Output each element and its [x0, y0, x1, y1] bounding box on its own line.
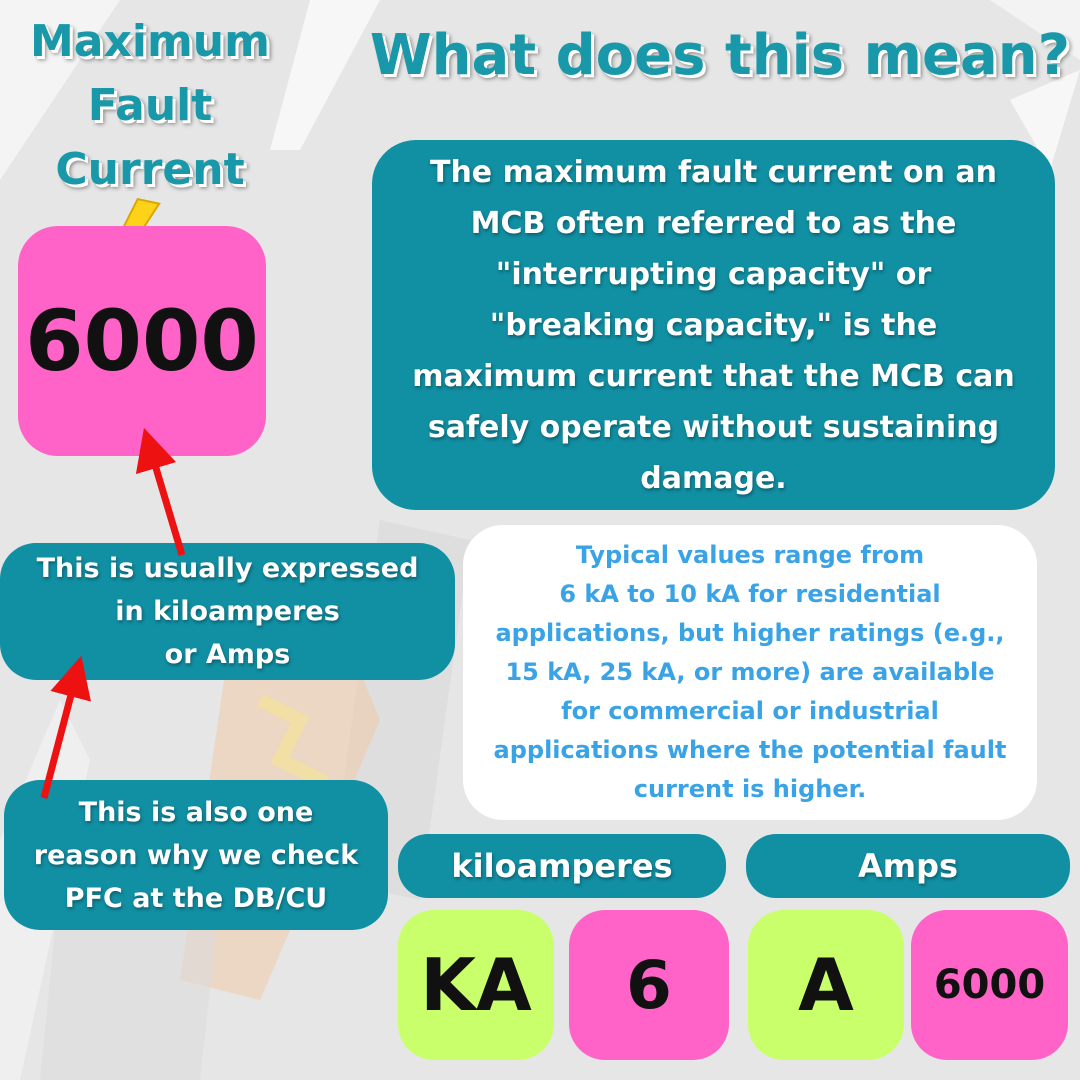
typical-line: 15 kA, 25 kA, or more) are available	[505, 658, 995, 686]
definition-line: The maximum fault current on an	[429, 154, 998, 190]
pfc-check-note: This is also one reason why we check PFC…	[4, 780, 388, 930]
definition-line: safely operate without sustaining	[427, 409, 1000, 445]
typical-line: Typical values range from	[575, 541, 925, 569]
note-line: or Amps	[164, 639, 291, 670]
typical-line: 6 kA to 10 kA for residential	[559, 580, 941, 608]
typical-line: applications, but higher ratings (e.g.,	[495, 619, 1005, 647]
kiloamperes-value-box: 6	[569, 910, 729, 1060]
amps-value: 6000	[933, 962, 1046, 1008]
fault-current-value: 6000	[25, 292, 259, 390]
note-line: This is usually expressed	[36, 553, 419, 584]
left-title-line: Current	[55, 144, 245, 195]
left-title-line: Maximum	[30, 16, 270, 67]
note-line: reason why we check	[33, 839, 359, 871]
definition-line: "interrupting capacity" or	[495, 256, 932, 292]
amps-label: Amps	[746, 834, 1070, 898]
typical-line: applications where the potential fault	[493, 736, 1007, 764]
expressed-units-note: This is usually expressed in kiloamperes…	[0, 543, 455, 680]
amps-symbol-box: A	[748, 910, 904, 1060]
kiloamperes-symbol-box: KA	[398, 910, 554, 1060]
kiloamperes-value: 6	[626, 946, 672, 1024]
typical-line: current is higher.	[633, 775, 867, 803]
left-title-line: Fault	[87, 80, 213, 131]
typical-values-box: Typical values range from 6 kA to 10 kA …	[463, 525, 1037, 820]
amps-symbol: A	[798, 943, 854, 1027]
kiloamperes-symbol: KA	[420, 943, 532, 1027]
page-title: What does this mean?	[369, 23, 1071, 88]
note-line: in kiloamperes	[115, 596, 340, 627]
note-line: PFC at the DB/CU	[64, 882, 328, 914]
definition-line: MCB often referred to as the	[470, 205, 957, 241]
typical-line: for commercial or industrial	[561, 697, 939, 725]
left-title: Maximum Fault Current	[0, 10, 300, 202]
fault-current-value-box: 6000	[18, 226, 266, 456]
amps-value-box: 6000	[911, 910, 1068, 1060]
definition-line: damage.	[640, 460, 787, 496]
note-line: This is also one	[78, 796, 314, 828]
definition-line: maximum current that the MCB can	[412, 358, 1015, 394]
definition-line: "breaking capacity," is the	[489, 307, 938, 343]
definition-box: The maximum fault current on an MCB ofte…	[372, 140, 1055, 510]
kiloamperes-label: kiloamperes	[398, 834, 726, 898]
